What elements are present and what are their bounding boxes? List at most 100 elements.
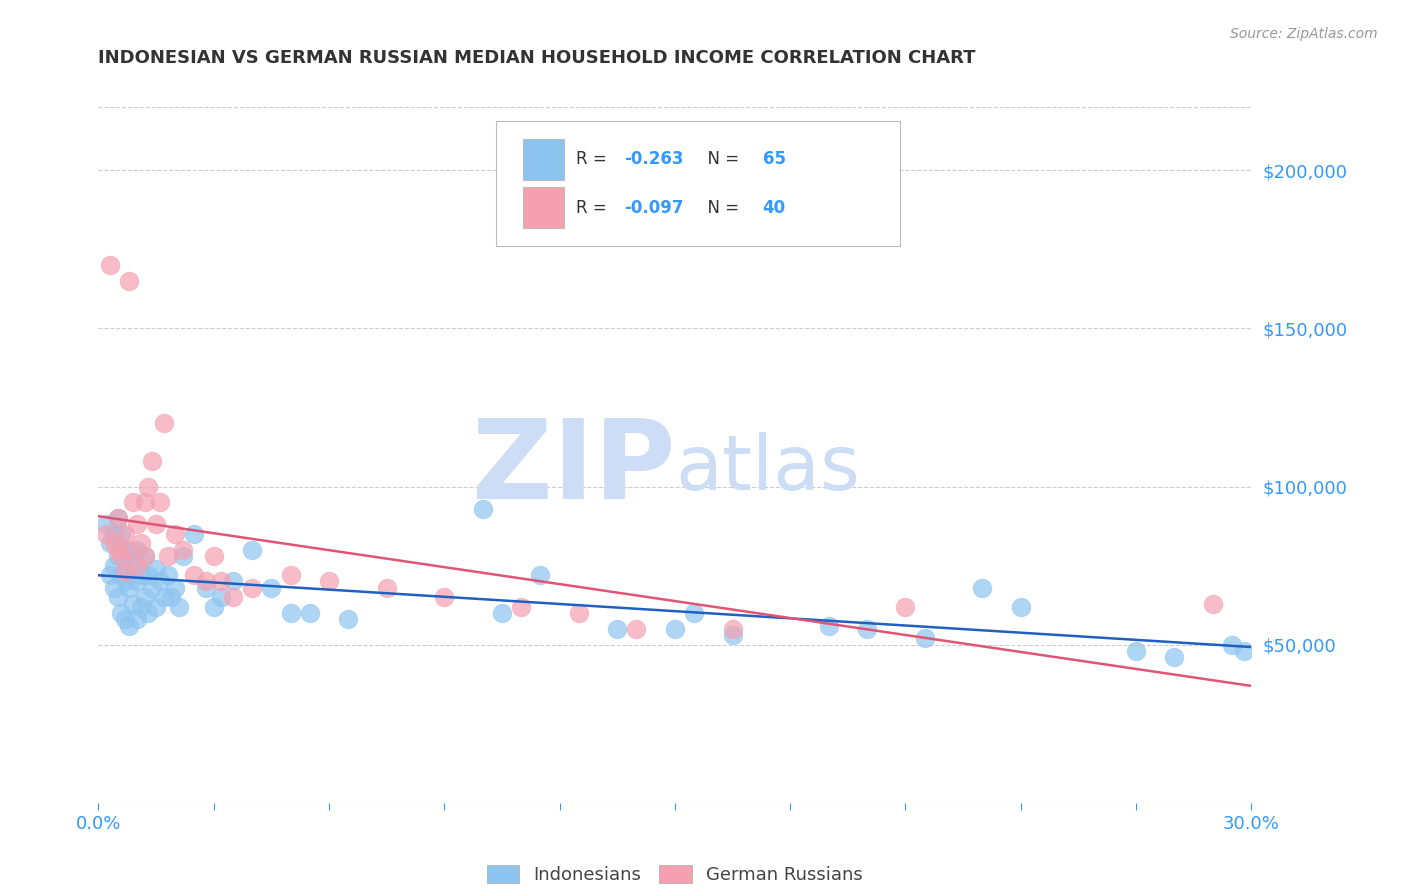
Text: ZIP: ZIP	[471, 416, 675, 523]
Point	[98, 258, 121, 272]
Point	[145, 562, 167, 576]
Point	[114, 612, 136, 626]
Point	[1233, 644, 1256, 658]
Point	[280, 568, 302, 582]
Point	[129, 568, 152, 582]
Point	[260, 581, 283, 595]
Point	[110, 527, 132, 541]
Point	[298, 606, 321, 620]
Point	[165, 581, 187, 595]
Point	[129, 536, 152, 550]
Point	[122, 495, 145, 509]
Point	[240, 581, 263, 595]
Point	[134, 549, 156, 563]
Point	[1010, 599, 1032, 614]
Point	[134, 591, 156, 605]
Text: R =: R =	[575, 199, 612, 217]
Point	[152, 417, 174, 431]
Text: INDONESIAN VS GERMAN RUSSIAN MEDIAN HOUSEHOLD INCOME CORRELATION CHART: INDONESIAN VS GERMAN RUSSIAN MEDIAN HOUS…	[98, 49, 976, 67]
Point	[145, 599, 167, 614]
Point	[160, 591, 183, 605]
Point	[156, 568, 179, 582]
Point	[529, 568, 551, 582]
Point	[138, 479, 160, 493]
Point	[209, 574, 232, 589]
Point	[318, 574, 340, 589]
Point	[118, 274, 141, 288]
Point	[167, 599, 190, 614]
Point	[568, 606, 591, 620]
Point	[98, 568, 121, 582]
Point	[606, 622, 628, 636]
Text: Source: ZipAtlas.com: Source: ZipAtlas.com	[1230, 27, 1378, 41]
Point	[110, 549, 132, 563]
Point	[240, 542, 263, 557]
Point	[122, 558, 145, 573]
Point	[337, 612, 360, 626]
Point	[222, 574, 245, 589]
Point	[138, 568, 160, 582]
Point	[152, 591, 174, 605]
Text: R =: R =	[575, 150, 612, 169]
Point	[375, 581, 398, 595]
Point	[138, 606, 160, 620]
Point	[195, 581, 218, 595]
Point	[172, 549, 194, 563]
Point	[125, 558, 148, 573]
Point	[125, 574, 148, 589]
Point	[118, 549, 141, 563]
Point	[1163, 650, 1185, 665]
Point	[134, 495, 156, 509]
Text: 65: 65	[762, 150, 786, 169]
Point	[683, 606, 706, 620]
Point	[114, 565, 136, 579]
Point	[107, 591, 129, 605]
Point	[1220, 638, 1243, 652]
Point	[103, 581, 125, 595]
Point	[894, 599, 917, 614]
Point	[110, 568, 132, 582]
Text: N =: N =	[697, 150, 744, 169]
Point	[172, 542, 194, 557]
Point	[103, 527, 125, 541]
Point	[721, 628, 744, 642]
Point	[114, 542, 136, 557]
Point	[433, 591, 456, 605]
Point	[134, 549, 156, 563]
Text: -0.263: -0.263	[624, 150, 683, 169]
Point	[664, 622, 686, 636]
Text: -0.097: -0.097	[624, 199, 683, 217]
Point	[183, 527, 205, 541]
Point	[118, 542, 141, 557]
Text: N =: N =	[697, 199, 744, 217]
Point	[280, 606, 302, 620]
Point	[107, 549, 129, 563]
Point	[183, 568, 205, 582]
Legend: Indonesians, German Russians: Indonesians, German Russians	[479, 857, 870, 891]
Point	[94, 527, 117, 541]
Point	[110, 606, 132, 620]
Point	[914, 632, 936, 646]
Point	[118, 618, 141, 632]
Point	[202, 599, 225, 614]
Point	[1202, 597, 1225, 611]
Point	[103, 536, 125, 550]
Point	[222, 591, 245, 605]
Point	[195, 574, 218, 589]
FancyBboxPatch shape	[523, 187, 564, 228]
Point	[114, 527, 136, 541]
Point	[141, 581, 163, 595]
Point	[98, 536, 121, 550]
Point	[1125, 644, 1147, 658]
Text: atlas: atlas	[675, 432, 859, 506]
Point	[141, 454, 163, 468]
Point	[129, 599, 152, 614]
Point	[156, 549, 179, 563]
Point	[125, 612, 148, 626]
Point	[107, 511, 129, 525]
Point	[165, 527, 187, 541]
Point	[118, 581, 141, 595]
Point	[107, 511, 129, 525]
Point	[149, 495, 172, 509]
FancyBboxPatch shape	[496, 121, 900, 246]
